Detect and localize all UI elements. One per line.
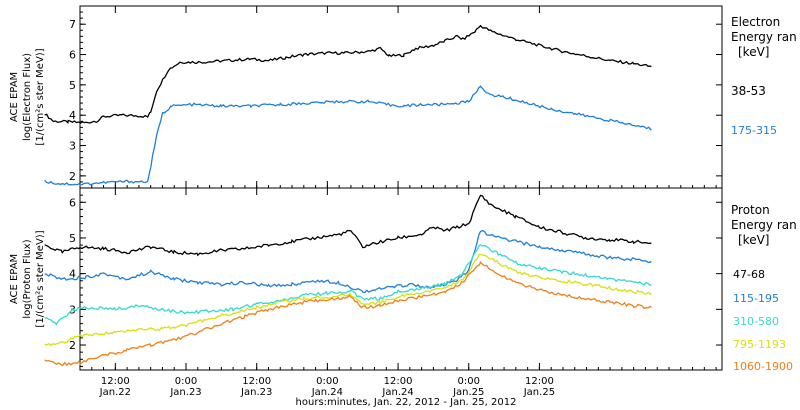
electron-x-ticks	[79, 6, 717, 188]
proton-series-795-1193	[44, 253, 652, 347]
x-tick-label-date: Jan.23	[169, 387, 201, 398]
x-axis-label: hours:minutes, Jan. 22, 2012 - Jan. 25, …	[296, 397, 517, 408]
electron-ytick-label: 3	[69, 140, 76, 153]
electron-legend: 38-53 175-315	[731, 84, 777, 137]
x-tick-label-date: Jan.23	[240, 387, 272, 398]
proton-legend-title-line3: [keV]	[738, 233, 769, 247]
x-tick-label-time: 12:00	[101, 376, 130, 387]
x-tick-label-date: Jan.22	[99, 387, 131, 398]
electron-legend-title-line1: Electron	[731, 15, 780, 29]
proton-series-group	[44, 194, 652, 367]
proton-series-47-68	[44, 194, 652, 257]
x-tick-label-time: 12:00	[384, 376, 413, 387]
proton-ytick-label: 5	[69, 232, 76, 245]
electron-ytick-label: 6	[69, 49, 76, 62]
x-tick-label-time: 12:00	[525, 376, 554, 387]
proton-legend-title-line2: Energy ran	[731, 218, 797, 232]
electron-ytick-label: 7	[69, 18, 76, 31]
proton-ytick-label: 6	[69, 196, 76, 209]
proton-ylabel-line2: log(Proton Flux)	[22, 239, 33, 318]
x-tick-label-time: 12:00	[242, 376, 271, 387]
proton-legend: 47-68 115-195 310-580 795-1193 1060-1900	[733, 268, 793, 373]
proton-plot-frame	[79, 187, 723, 371]
electron-series-38-53	[44, 24, 652, 125]
proton-legend-entry: 115-195	[733, 292, 779, 305]
proton-series-1060-1900	[44, 261, 652, 367]
electron-legend-entry: 175-315	[731, 124, 777, 137]
proton-legend-title-line1: Proton	[731, 203, 770, 217]
x-tick-label-time: 0:00	[175, 376, 197, 387]
proton-ytick-label: 4	[69, 268, 76, 281]
x-tick-label-date: Jan.24	[311, 387, 343, 398]
electron-series-group	[44, 24, 652, 186]
electron-ylabel-line2: log(Electron Flux)	[22, 53, 33, 141]
proton-legend-entry: 1060-1900	[733, 360, 793, 373]
proton-ylabel-line1: ACE EPAM	[9, 254, 20, 304]
proton-ytick-label: 2	[69, 339, 76, 352]
proton-series-115-195	[44, 229, 652, 294]
electron-y-axis: 2 3 4 5 6 7	[69, 11, 722, 189]
electron-ytick-label: 2	[69, 170, 76, 183]
proton-legend-entry: 47-68	[733, 268, 765, 281]
proton-legend-entry: 310-580	[733, 315, 779, 328]
x-tick-label-time: 0:00	[457, 376, 479, 387]
electron-legend-entry: 38-53	[731, 84, 766, 98]
electron-panel: 2 3 4 5 6 7 ACE EPAM log(Electron Flux) [1/(c…	[9, 5, 797, 189]
proton-legend-entry: 795-1193	[733, 338, 786, 351]
x-tick-label-time: 0:00	[316, 376, 338, 387]
proton-ylabel-line3: [1/(cm²s ster MeV)]	[35, 230, 46, 327]
electron-ytick-label: 5	[69, 79, 76, 92]
proton-x-ticks	[79, 188, 717, 370]
proton-series-310-580	[44, 244, 652, 326]
x-tick-label-date: Jan.25	[523, 387, 555, 398]
electron-ytick-label: 4	[69, 109, 76, 122]
x-tick-labels: 12:00Jan.220:00Jan.2312:00Jan.230:00Jan.…	[99, 376, 555, 398]
electron-legend-title-line3: [keV]	[738, 45, 769, 59]
x-tick-label-date: Jan.25	[452, 387, 484, 398]
electron-ylabel-line1: ACE EPAM	[9, 72, 20, 122]
electron-plot-frame	[79, 5, 723, 189]
x-tick-label-date: Jan.24	[381, 387, 413, 398]
electron-legend-title-line2: Energy ran	[731, 30, 797, 44]
electron-ylabel-line3: [1/(cm²s ster MeV)]	[35, 48, 46, 145]
electron-series-175-315	[44, 85, 652, 186]
